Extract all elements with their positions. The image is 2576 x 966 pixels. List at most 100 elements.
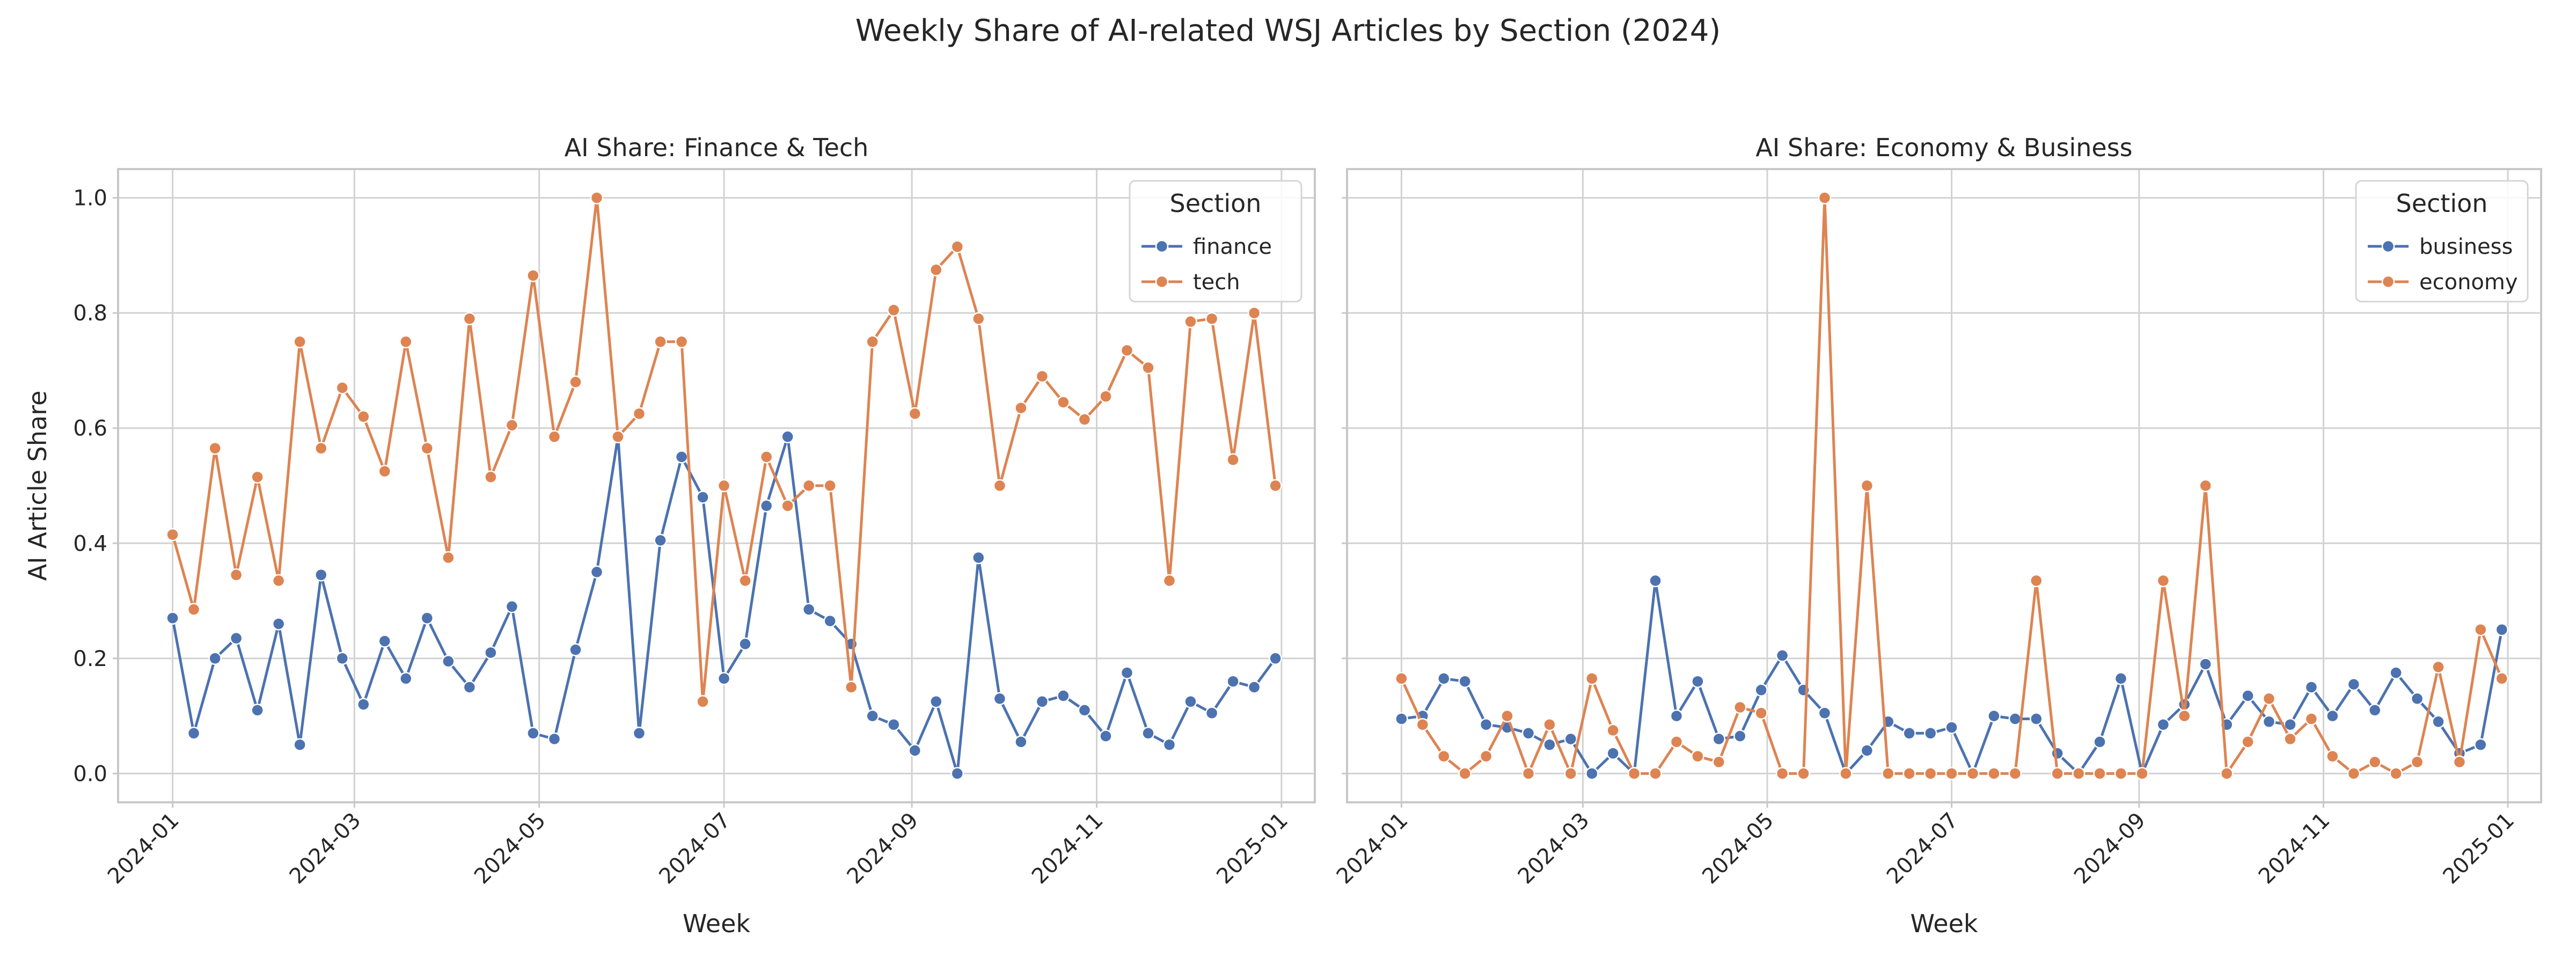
legend-entry-finance: finance bbox=[1193, 235, 1272, 259]
data-point-economy bbox=[2474, 623, 2487, 636]
data-point-tech bbox=[738, 574, 752, 588]
y-tick-label: 1.0 bbox=[73, 186, 107, 211]
data-point-economy bbox=[1416, 718, 1430, 731]
data-point-business bbox=[1712, 732, 1726, 746]
data-point-economy bbox=[1627, 767, 1641, 780]
data-point-economy bbox=[1458, 767, 1472, 780]
data-point-economy bbox=[2008, 767, 2022, 780]
data-point-finance bbox=[1226, 675, 1240, 688]
data-point-tech bbox=[420, 442, 434, 455]
data-point-economy bbox=[1733, 700, 1747, 714]
data-point-finance bbox=[569, 643, 582, 656]
data-point-finance bbox=[442, 654, 455, 668]
data-point-tech bbox=[293, 335, 306, 349]
series-economy bbox=[1395, 191, 2509, 780]
data-point-economy bbox=[2093, 767, 2106, 780]
data-point-finance bbox=[781, 430, 794, 444]
y-tick-label: 0.8 bbox=[73, 301, 107, 326]
data-point-finance bbox=[1269, 652, 1282, 665]
data-point-finance bbox=[1205, 706, 1219, 720]
data-point-business bbox=[2389, 666, 2403, 679]
data-point-tech bbox=[166, 528, 179, 541]
data-point-economy bbox=[2368, 755, 2382, 769]
data-point-business bbox=[1606, 747, 1620, 760]
data-point-finance bbox=[1035, 695, 1049, 708]
data-point-business bbox=[1775, 649, 1789, 662]
data-point-tech bbox=[547, 430, 561, 444]
data-point-business bbox=[1923, 727, 1937, 740]
data-point-economy bbox=[1395, 672, 1408, 685]
legend-swatch-marker bbox=[2381, 275, 2395, 289]
data-point-business bbox=[1479, 718, 1493, 731]
data-point-finance bbox=[908, 744, 922, 757]
data-point-business bbox=[2114, 672, 2128, 685]
data-point-economy bbox=[2114, 767, 2128, 780]
data-point-finance bbox=[399, 672, 413, 685]
data-point-business bbox=[1458, 675, 1472, 688]
data-point-tech bbox=[314, 442, 328, 455]
data-point-business bbox=[2199, 657, 2212, 671]
data-point-business bbox=[2495, 623, 2509, 636]
legend-box bbox=[1129, 180, 1302, 303]
data-point-finance bbox=[1078, 704, 1092, 717]
data-point-economy bbox=[2178, 709, 2191, 723]
data-point-economy bbox=[1945, 767, 1958, 780]
data-point-tech bbox=[654, 335, 667, 349]
data-point-finance bbox=[505, 600, 519, 613]
data-point-economy bbox=[1818, 191, 1832, 204]
x-tick-label: 2024-11 bbox=[1027, 808, 1108, 889]
data-point-finance bbox=[420, 611, 434, 625]
data-point-business bbox=[2368, 704, 2382, 717]
data-point-tech bbox=[335, 381, 349, 394]
x-tick-label: 2024-07 bbox=[1882, 808, 1963, 889]
data-point-economy bbox=[1902, 767, 1916, 780]
data-point-tech bbox=[908, 407, 922, 421]
data-point-business bbox=[2432, 715, 2445, 729]
data-point-finance bbox=[1247, 680, 1261, 694]
data-point-business bbox=[1437, 672, 1451, 685]
data-point-finance bbox=[378, 634, 392, 648]
data-point-finance bbox=[696, 491, 709, 504]
data-point-economy bbox=[1712, 755, 1726, 769]
data-point-economy bbox=[2199, 479, 2212, 493]
data-point-business bbox=[1670, 709, 1684, 723]
series-tech bbox=[166, 191, 1282, 708]
data-point-finance bbox=[293, 738, 306, 751]
data-point-economy bbox=[2347, 767, 2361, 780]
data-point-finance bbox=[547, 732, 561, 746]
x-tick-label: 2024-05 bbox=[470, 808, 551, 889]
x-axis-label: Week bbox=[1910, 909, 1978, 938]
data-point-tech bbox=[463, 312, 477, 326]
data-point-finance bbox=[484, 646, 497, 660]
data-point-tech bbox=[1120, 343, 1134, 357]
data-point-business bbox=[2304, 680, 2318, 694]
data-point-finance bbox=[1014, 735, 1028, 749]
data-point-economy bbox=[2241, 735, 2255, 749]
data-point-business bbox=[2051, 747, 2064, 760]
data-point-business bbox=[2284, 718, 2297, 731]
data-point-business bbox=[1902, 727, 1916, 740]
data-point-finance bbox=[357, 698, 370, 711]
data-point-tech bbox=[781, 499, 794, 513]
data-point-finance bbox=[251, 704, 264, 717]
data-point-tech bbox=[251, 470, 264, 484]
data-point-finance bbox=[993, 692, 1007, 706]
y-tick-label: 0.6 bbox=[73, 416, 107, 441]
legend-entry-business: business bbox=[2419, 235, 2513, 259]
data-point-economy bbox=[2432, 660, 2445, 674]
data-point-economy bbox=[2220, 767, 2234, 780]
data-point-economy bbox=[1585, 672, 1599, 685]
legend-title: Section bbox=[1170, 189, 1262, 218]
plot-frame bbox=[117, 168, 1316, 803]
legend-title: Section bbox=[2396, 189, 2488, 218]
data-point-tech bbox=[1205, 312, 1219, 326]
data-point-economy bbox=[2030, 574, 2043, 588]
panel-title: AI Share: Economy & Business bbox=[1755, 133, 2132, 162]
data-point-tech bbox=[590, 191, 604, 204]
data-point-finance bbox=[1141, 727, 1155, 740]
data-point-tech bbox=[717, 479, 731, 493]
data-point-tech bbox=[442, 551, 455, 565]
data-point-tech bbox=[972, 312, 985, 326]
data-point-finance bbox=[229, 632, 243, 645]
